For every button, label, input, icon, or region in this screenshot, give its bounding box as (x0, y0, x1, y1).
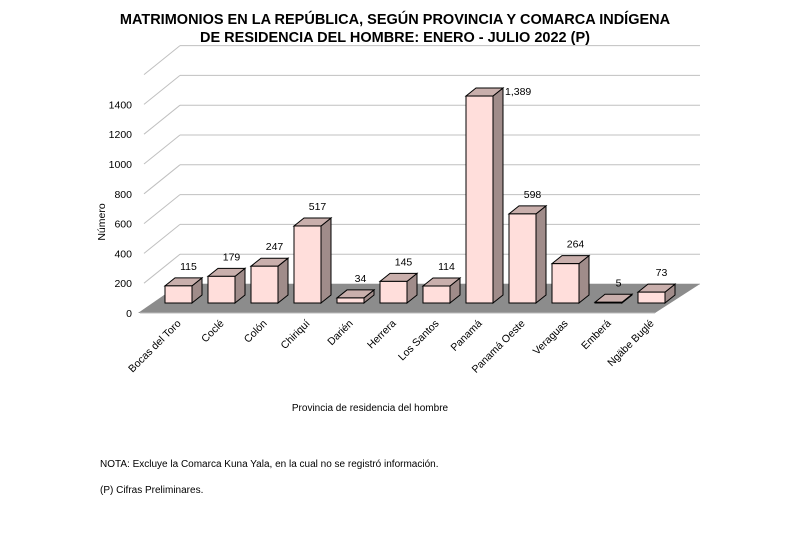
data-label: 5 (616, 277, 622, 289)
x-tick-label: Darién (325, 318, 355, 348)
preliminary-note: (P) Cifras Preliminares. (100, 485, 204, 496)
bar-side (492, 86, 504, 305)
data-label: 114 (438, 261, 455, 273)
side-gridline (143, 75, 181, 105)
chart-title-line2: DE RESIDENCIA DEL HOMBRE: ENERO - JULIO … (200, 30, 590, 46)
x-tick-label: Panamá (448, 318, 484, 354)
x-tick-label: Veraguas (531, 318, 571, 358)
y-tick-label: 400 (114, 248, 132, 260)
side-gridline (143, 134, 181, 165)
x-tick-label: Ngäbe Buglé (605, 318, 657, 370)
data-label: 73 (656, 267, 668, 279)
side-gridline (143, 253, 181, 284)
bar-side (320, 216, 332, 305)
bar (379, 280, 408, 304)
bar (336, 297, 365, 304)
y-tick-label: 800 (114, 189, 132, 201)
y-tick-label: 1400 (109, 99, 133, 111)
bar (164, 285, 193, 304)
bar (637, 291, 666, 304)
x-tick-label: Chiriquí (279, 318, 313, 352)
data-label: 115 (180, 261, 197, 273)
x-tick-label: Coclé (199, 318, 227, 346)
side-gridline (143, 224, 181, 254)
bar (551, 263, 580, 304)
x-tick-label: Los Santos (396, 318, 442, 364)
side-gridline (143, 164, 181, 195)
x-tick-label: Emberá (579, 318, 614, 353)
data-label: 517 (309, 201, 327, 213)
bar (422, 285, 451, 304)
y-tick-label: 200 (114, 278, 132, 290)
data-label: 1,389 (505, 86, 531, 98)
chart-title-line1: MATRIMONIOS EN LA REPÚBLICA, SEGÚN PROVI… (119, 12, 671, 28)
note-text: NOTA: Excluye la Comarca Kuna Yala, en l… (100, 459, 439, 470)
data-label: 264 (567, 239, 585, 251)
y-tick-label: 1200 (109, 129, 133, 141)
side-gridline (143, 194, 181, 224)
side-gridline (143, 104, 181, 135)
data-label: 598 (524, 189, 542, 201)
x-tick-label: Colón (242, 318, 270, 346)
bar (508, 213, 537, 304)
x-axis-label: Provincia de residencia del hombre (292, 403, 449, 414)
bar (207, 275, 236, 304)
data-label: 179 (223, 251, 241, 263)
y-tick-label: 600 (114, 219, 132, 231)
y-tick-label: 0 (126, 308, 132, 320)
x-tick-label: Herrera (365, 318, 399, 352)
side-gridline (143, 45, 181, 75)
bar (250, 265, 279, 304)
bar (594, 301, 623, 304)
bar (465, 95, 494, 304)
y-tick-label: 1000 (109, 159, 133, 171)
y-axis-label: Número (96, 203, 108, 241)
bar (293, 225, 322, 304)
data-label: 34 (355, 273, 367, 285)
x-tick-label: Bocas del Toro (126, 318, 184, 376)
bar-side (535, 204, 547, 305)
data-label: 145 (395, 256, 413, 268)
bar-chart: 0 200 400 600 800 1000 1200 1400 Número 115 Bocas … (96, 45, 700, 414)
data-label: 247 (266, 241, 284, 253)
